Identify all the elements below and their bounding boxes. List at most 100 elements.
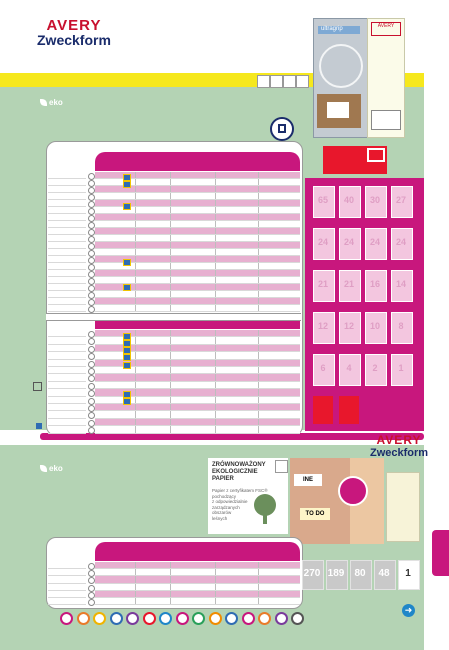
ultragrip-label: ultragrip — [321, 26, 343, 32]
column-divider — [170, 381, 171, 389]
column-divider — [258, 305, 259, 311]
column-divider — [135, 256, 136, 262]
column-divider — [215, 298, 216, 304]
column-divider — [135, 569, 136, 576]
checkbox-icon — [88, 375, 95, 383]
column-divider — [215, 576, 216, 583]
column-divider — [135, 381, 136, 389]
label-sheet-thumb — [313, 228, 335, 260]
column-divider — [135, 186, 136, 192]
label-sheet-thumb — [365, 186, 387, 218]
column-divider — [170, 367, 171, 374]
label-count: 24 — [395, 237, 406, 247]
column-divider — [258, 590, 259, 597]
column-divider — [135, 590, 136, 597]
label-count: 16 — [369, 279, 380, 289]
row-code-cell — [48, 200, 86, 207]
checkbox-icon — [88, 338, 95, 346]
column-divider — [170, 186, 171, 192]
column-divider — [135, 562, 136, 569]
row-code-cell — [48, 337, 86, 345]
table-row — [95, 576, 300, 584]
row-code-cell — [48, 172, 86, 179]
column-divider — [215, 598, 216, 605]
column-divider — [215, 562, 216, 569]
table-row — [95, 193, 300, 200]
label-sheet-thumb — [339, 270, 361, 302]
label-count: 2 — [372, 363, 378, 373]
column-divider — [170, 228, 171, 234]
column-divider — [135, 228, 136, 234]
section-tab[interactable] — [432, 530, 449, 576]
column-divider — [258, 344, 259, 352]
column-divider — [215, 418, 216, 426]
column-divider — [170, 277, 171, 283]
checkbox-icon — [88, 563, 95, 570]
label-count: 12 — [343, 321, 354, 331]
checkbox-icon — [88, 419, 95, 427]
label-sheets-panel-top — [305, 178, 424, 431]
column-divider — [135, 263, 136, 269]
arrow-right-icon[interactable]: ➜ — [402, 604, 415, 617]
label-count: 21 — [343, 279, 354, 289]
eko-badge-bottom: eko — [40, 464, 63, 473]
label-sheet-thumb — [391, 354, 413, 386]
checkbox-icon — [88, 292, 95, 299]
column-divider — [258, 291, 259, 297]
column-divider — [215, 284, 216, 290]
sheet-icon — [142, 612, 156, 625]
column-divider — [258, 242, 259, 248]
checkbox-icon — [88, 397, 95, 405]
column-divider — [258, 404, 259, 411]
table-row — [95, 298, 300, 305]
inkjet-icon — [76, 612, 90, 625]
checkbox-icon — [88, 360, 95, 368]
checkbox-icon — [88, 278, 95, 285]
checkbox-icon — [88, 584, 95, 592]
column-divider — [258, 367, 259, 374]
row-code-cell — [48, 270, 86, 277]
column-divider — [258, 374, 259, 381]
row-code-cell — [48, 360, 86, 367]
row-code-cell — [48, 330, 86, 338]
row-code-cell — [48, 584, 86, 591]
table-row — [95, 330, 300, 338]
checkbox-icon — [88, 591, 95, 599]
column-divider — [170, 284, 171, 290]
column-divider — [215, 270, 216, 276]
checkbox-icon — [88, 180, 95, 187]
column-divider — [258, 179, 259, 185]
column-divider — [170, 193, 171, 199]
label-count: 30 — [369, 195, 380, 205]
row-code-cell — [48, 389, 86, 397]
eko-label: eko — [49, 464, 63, 473]
column-divider — [135, 200, 136, 206]
table-row — [95, 200, 300, 207]
checkbox-icon — [88, 229, 95, 236]
table-row — [95, 352, 300, 360]
product-tag-icon — [123, 284, 131, 291]
label-count: 10 — [369, 321, 380, 331]
label-sheet-thumb — [391, 186, 413, 218]
calendar-icon — [192, 612, 205, 625]
column-divider — [170, 172, 171, 178]
label-sheet-red — [313, 396, 333, 424]
column-divider — [215, 193, 216, 199]
label-count: 4 — [346, 363, 352, 373]
label-count: 1 — [398, 363, 404, 373]
column-divider — [215, 214, 216, 220]
column-divider — [258, 284, 259, 290]
product-tag-icon — [123, 181, 131, 188]
column-divider — [215, 221, 216, 227]
checkbox-icon — [88, 390, 95, 398]
row-code-cell — [48, 569, 86, 577]
row-code-cell — [48, 263, 86, 270]
table-row — [95, 214, 300, 221]
row-code-cell — [48, 256, 86, 263]
table-header-mid — [95, 321, 300, 329]
row-code-cell — [48, 419, 86, 427]
column-divider — [215, 172, 216, 178]
copier-icon — [93, 612, 106, 625]
label-sheet-thumb — [313, 270, 335, 302]
label-sheet-red — [339, 396, 359, 424]
